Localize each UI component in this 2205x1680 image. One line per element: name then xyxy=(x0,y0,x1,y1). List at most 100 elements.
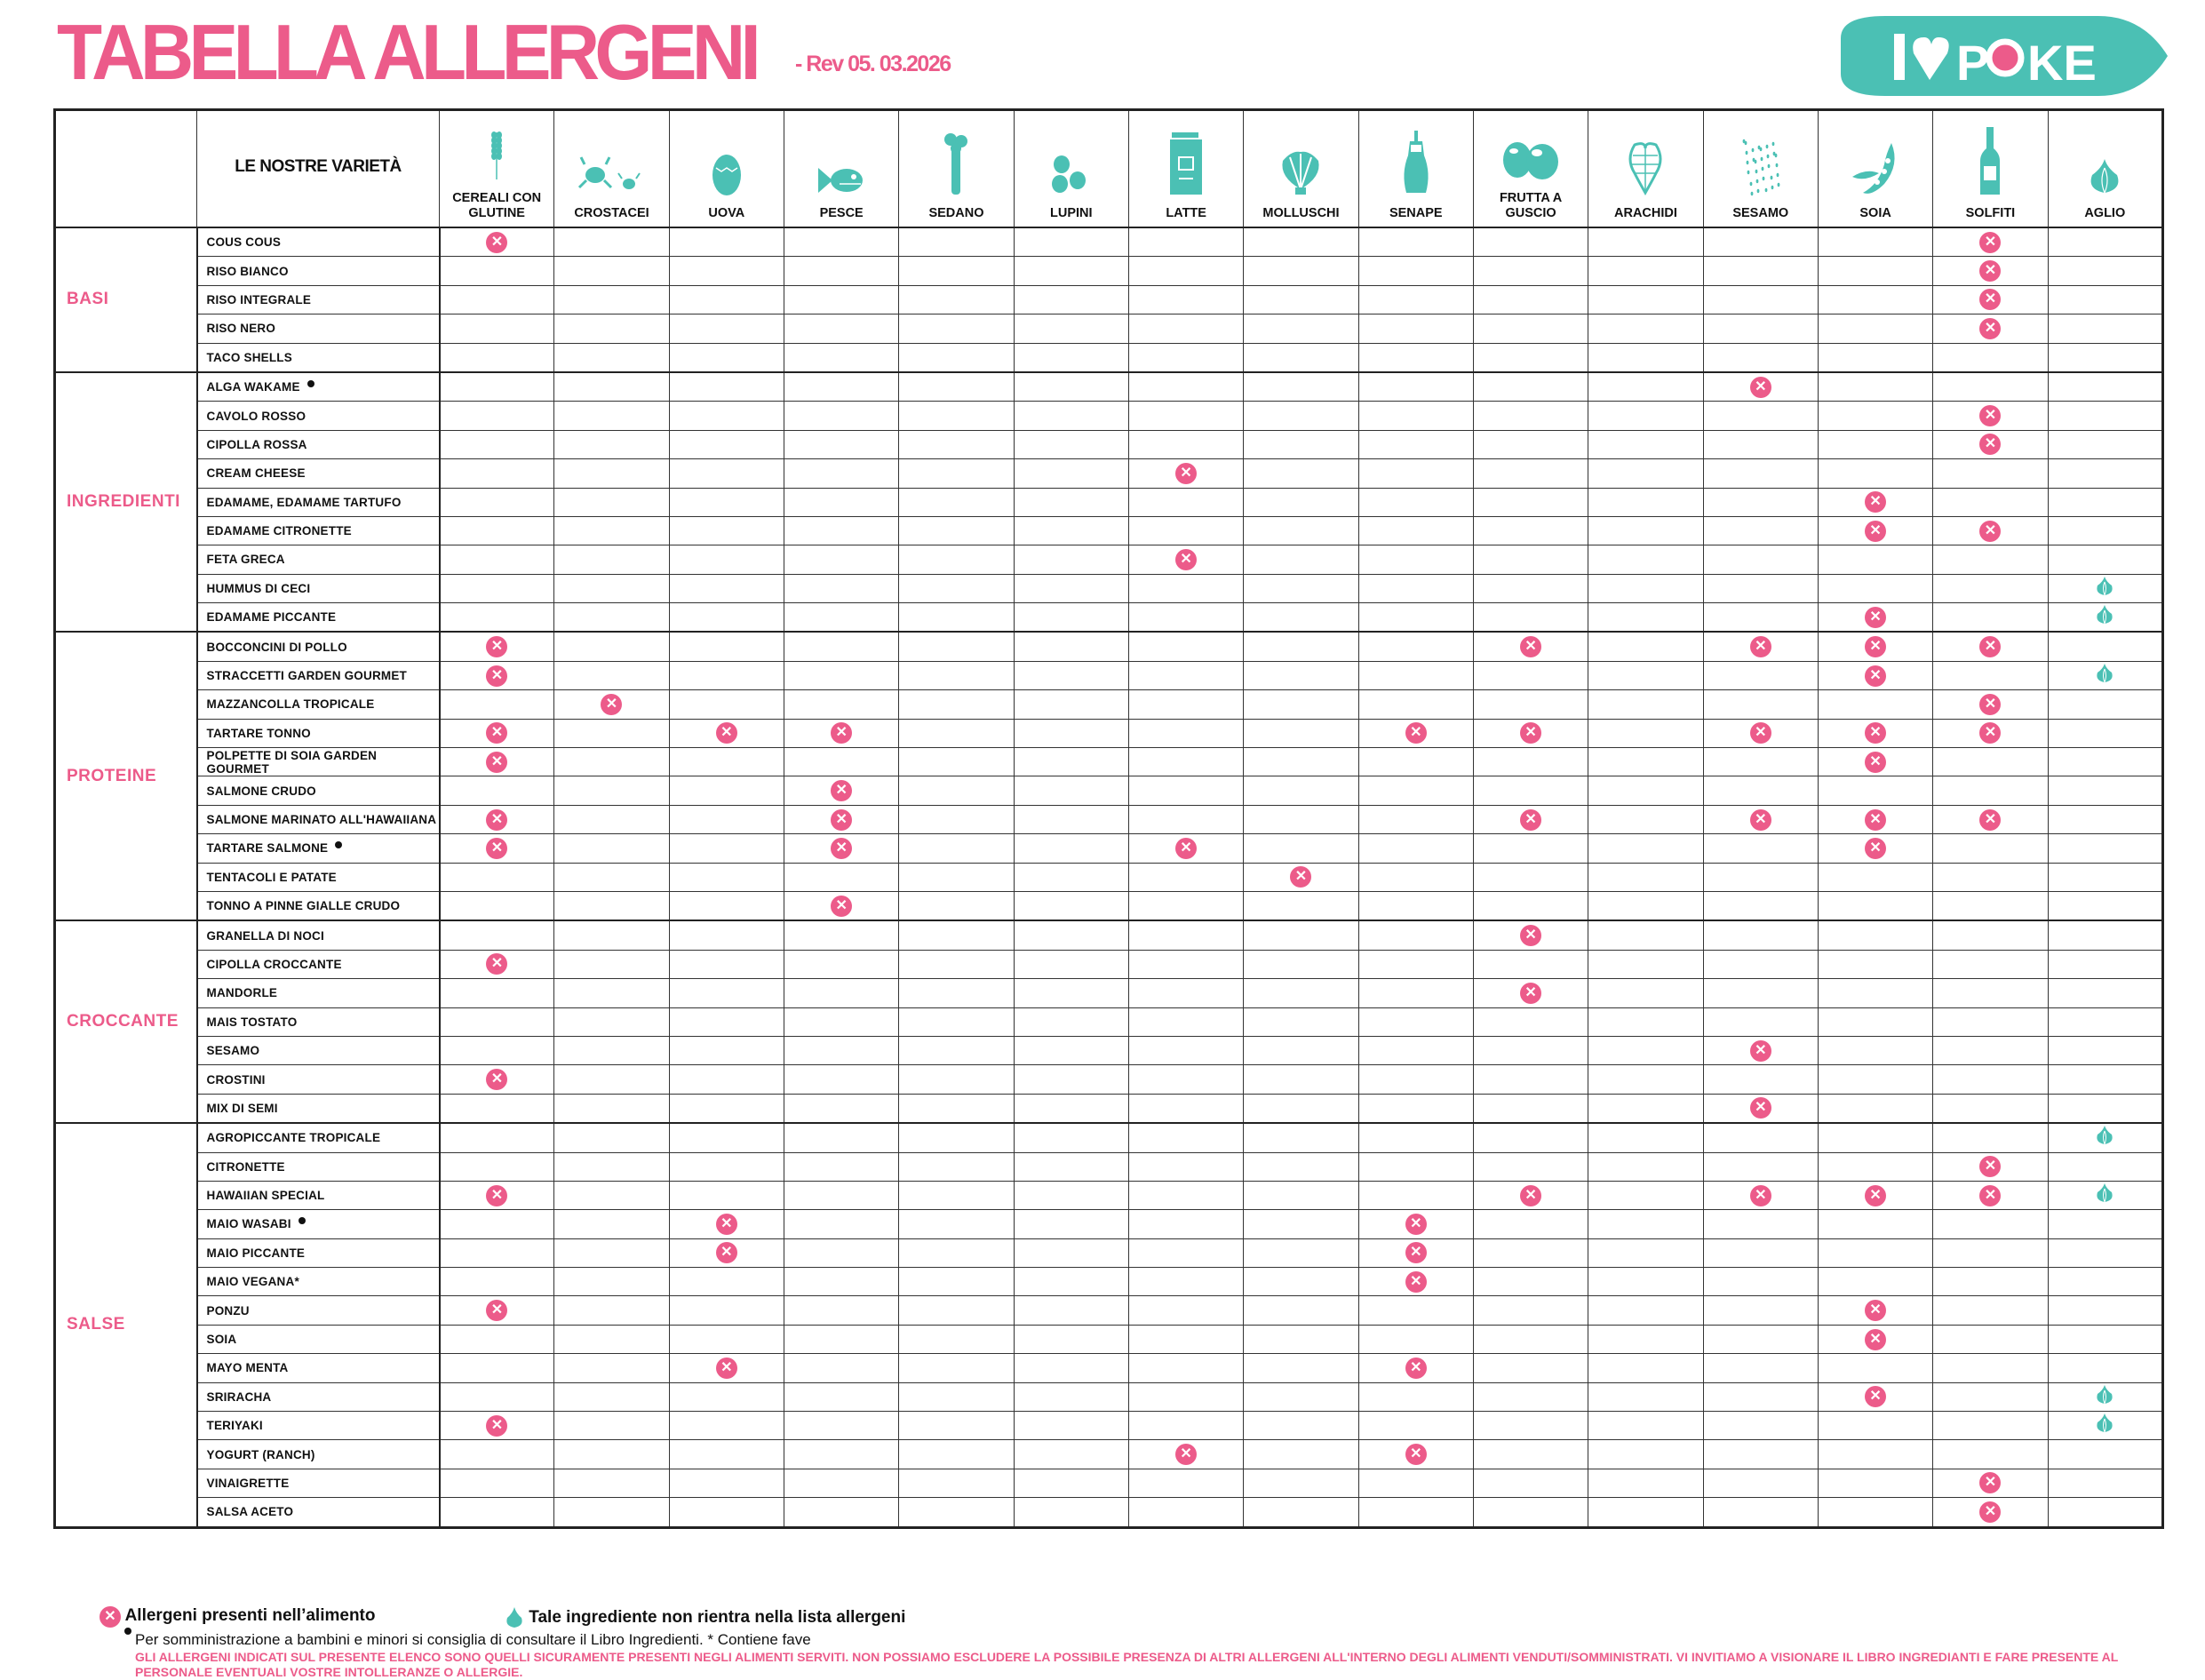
dot-marker-icon xyxy=(298,1217,306,1225)
cell-molluschi xyxy=(1243,1007,1359,1037)
item-name: RISO INTEGRALE xyxy=(196,284,441,315)
cell-frutta xyxy=(1472,370,1589,402)
cell-arachidi xyxy=(1588,487,1704,517)
table-row: YOGURT (RANCH) ✕ ✕ xyxy=(55,1439,2164,1469)
cell-arachidi xyxy=(1588,1035,1704,1066)
cell-frutta xyxy=(1472,284,1589,315)
cell-molluschi xyxy=(1243,949,1359,980)
item-name: CIPOLLA ROSSA xyxy=(196,429,441,460)
cell-arachidi xyxy=(1588,1267,1704,1297)
cell-aglio xyxy=(2047,1180,2164,1211)
cell-sesamo xyxy=(1702,1295,1819,1326)
crab-icon xyxy=(554,155,668,201)
cell-soia: ✕ xyxy=(1817,631,1934,662)
cell-frutta xyxy=(1472,833,1589,864)
milk-carton-icon xyxy=(1129,131,1243,201)
cell-lupini xyxy=(1013,1093,1129,1124)
cell-crostacei xyxy=(553,1267,670,1297)
cell-arachidi xyxy=(1588,689,1704,720)
item-name: MAZZANCOLLA TROPICALE xyxy=(196,689,441,720)
cell-sesamo xyxy=(1702,314,1819,344)
table-row: SOIA ✕ xyxy=(55,1324,2164,1355)
table-row: TENTACOLI E PATATE ✕ xyxy=(55,862,2164,892)
cell-frutta xyxy=(1472,314,1589,344)
cell-sedano xyxy=(898,1180,1015,1211)
cell-aglio xyxy=(2047,978,2164,1008)
cell-arachidi xyxy=(1588,1353,1704,1383)
allergen-marker-icon: ✕ xyxy=(1405,1444,1427,1466)
cell-aglio xyxy=(2047,718,2164,749)
cell-lupini xyxy=(1013,689,1129,720)
cell-molluschi xyxy=(1243,602,1359,633)
cell-sedano xyxy=(898,487,1015,517)
cell-arachidi xyxy=(1588,833,1704,864)
item-name-text: COUS COUS xyxy=(206,235,282,250)
cell-lupini xyxy=(1013,1064,1129,1095)
cell-cereali xyxy=(438,370,555,402)
cell-frutta xyxy=(1472,545,1589,575)
cell-molluschi xyxy=(1243,776,1359,806)
cell-pesce xyxy=(783,1238,900,1269)
column-label: LUPINI xyxy=(1050,206,1093,220)
cell-sesamo xyxy=(1702,920,1819,951)
cell-soia xyxy=(1817,890,1934,921)
table-row: EDAMAME PICCANTE ✕ xyxy=(55,602,2164,633)
table-row: SALSE AGROPICCANTE TROPICALE xyxy=(54,1122,2164,1528)
cell-sesamo xyxy=(1702,458,1819,489)
cell-pesce: ✕ xyxy=(783,833,900,864)
cell-latte xyxy=(1127,1353,1245,1383)
cell-pesce xyxy=(783,949,900,980)
egg-icon xyxy=(670,150,784,201)
cell-senape xyxy=(1357,314,1474,344)
item-name: VINAIGRETTE xyxy=(196,1468,441,1499)
cell-pesce xyxy=(783,515,900,546)
cell-cereali: ✕ xyxy=(438,631,555,662)
cell-cereali xyxy=(438,1209,555,1239)
cell-senape xyxy=(1357,227,1474,258)
cell-arachidi xyxy=(1588,1151,1704,1182)
table-row: CREAM CHEESE ✕ xyxy=(55,458,2164,489)
cell-molluschi: ✕ xyxy=(1243,862,1359,892)
cell-sedano xyxy=(898,660,1015,691)
cell-crostacei xyxy=(553,284,670,315)
item-name: MANDORLE xyxy=(196,978,441,1008)
cell-senape xyxy=(1357,978,1474,1008)
cell-lupini xyxy=(1013,1468,1129,1499)
cell-latte xyxy=(1127,1122,1245,1153)
cell-solfiti: ✕ xyxy=(1932,429,2049,460)
cell-sesamo xyxy=(1702,747,1819,777)
table-row: HAWAIIAN SPECIAL ✕ ✕ ✕ ✕ ✕ xyxy=(55,1180,2164,1211)
cell-crostacei xyxy=(553,804,670,835)
cell-senape xyxy=(1357,1295,1474,1326)
cell-frutta xyxy=(1472,458,1589,489)
cell-molluschi xyxy=(1243,718,1359,749)
table-row: CIPOLLA ROSSA ✕ xyxy=(55,429,2164,460)
cell-soia xyxy=(1817,1035,1934,1066)
cell-latte: ✕ xyxy=(1127,458,1245,489)
column-label: LATTE xyxy=(1166,206,1206,220)
cell-cereali xyxy=(438,1151,555,1182)
cell-aglio xyxy=(2047,1209,2164,1239)
cell-latte xyxy=(1127,573,1245,604)
cell-soia xyxy=(1817,429,1934,460)
cell-aglio xyxy=(2047,1122,2164,1153)
cell-aglio xyxy=(2047,1353,2164,1383)
cell-latte xyxy=(1127,804,1245,835)
cell-senape: ✕ xyxy=(1357,1238,1474,1269)
cell-solfiti: ✕ xyxy=(1932,314,2049,344)
allergen-marker-icon: ✕ xyxy=(1405,1213,1427,1235)
cell-sedano xyxy=(898,1295,1015,1326)
cell-senape xyxy=(1357,1093,1474,1124)
svg-text:KE: KE xyxy=(2027,35,2097,91)
garlic-icon xyxy=(2095,605,2114,629)
cell-molluschi xyxy=(1243,1238,1359,1269)
cell-sedano xyxy=(898,920,1015,951)
cell-sesamo xyxy=(1702,545,1819,575)
lupin-icon xyxy=(1015,152,1128,201)
cell-sedano xyxy=(898,458,1015,489)
cell-solfiti xyxy=(1932,1209,2049,1239)
cell-lupini xyxy=(1013,747,1129,777)
cell-latte xyxy=(1127,689,1245,720)
cell-frutta: ✕ xyxy=(1472,1180,1589,1211)
cell-solfiti xyxy=(1932,1439,2049,1469)
